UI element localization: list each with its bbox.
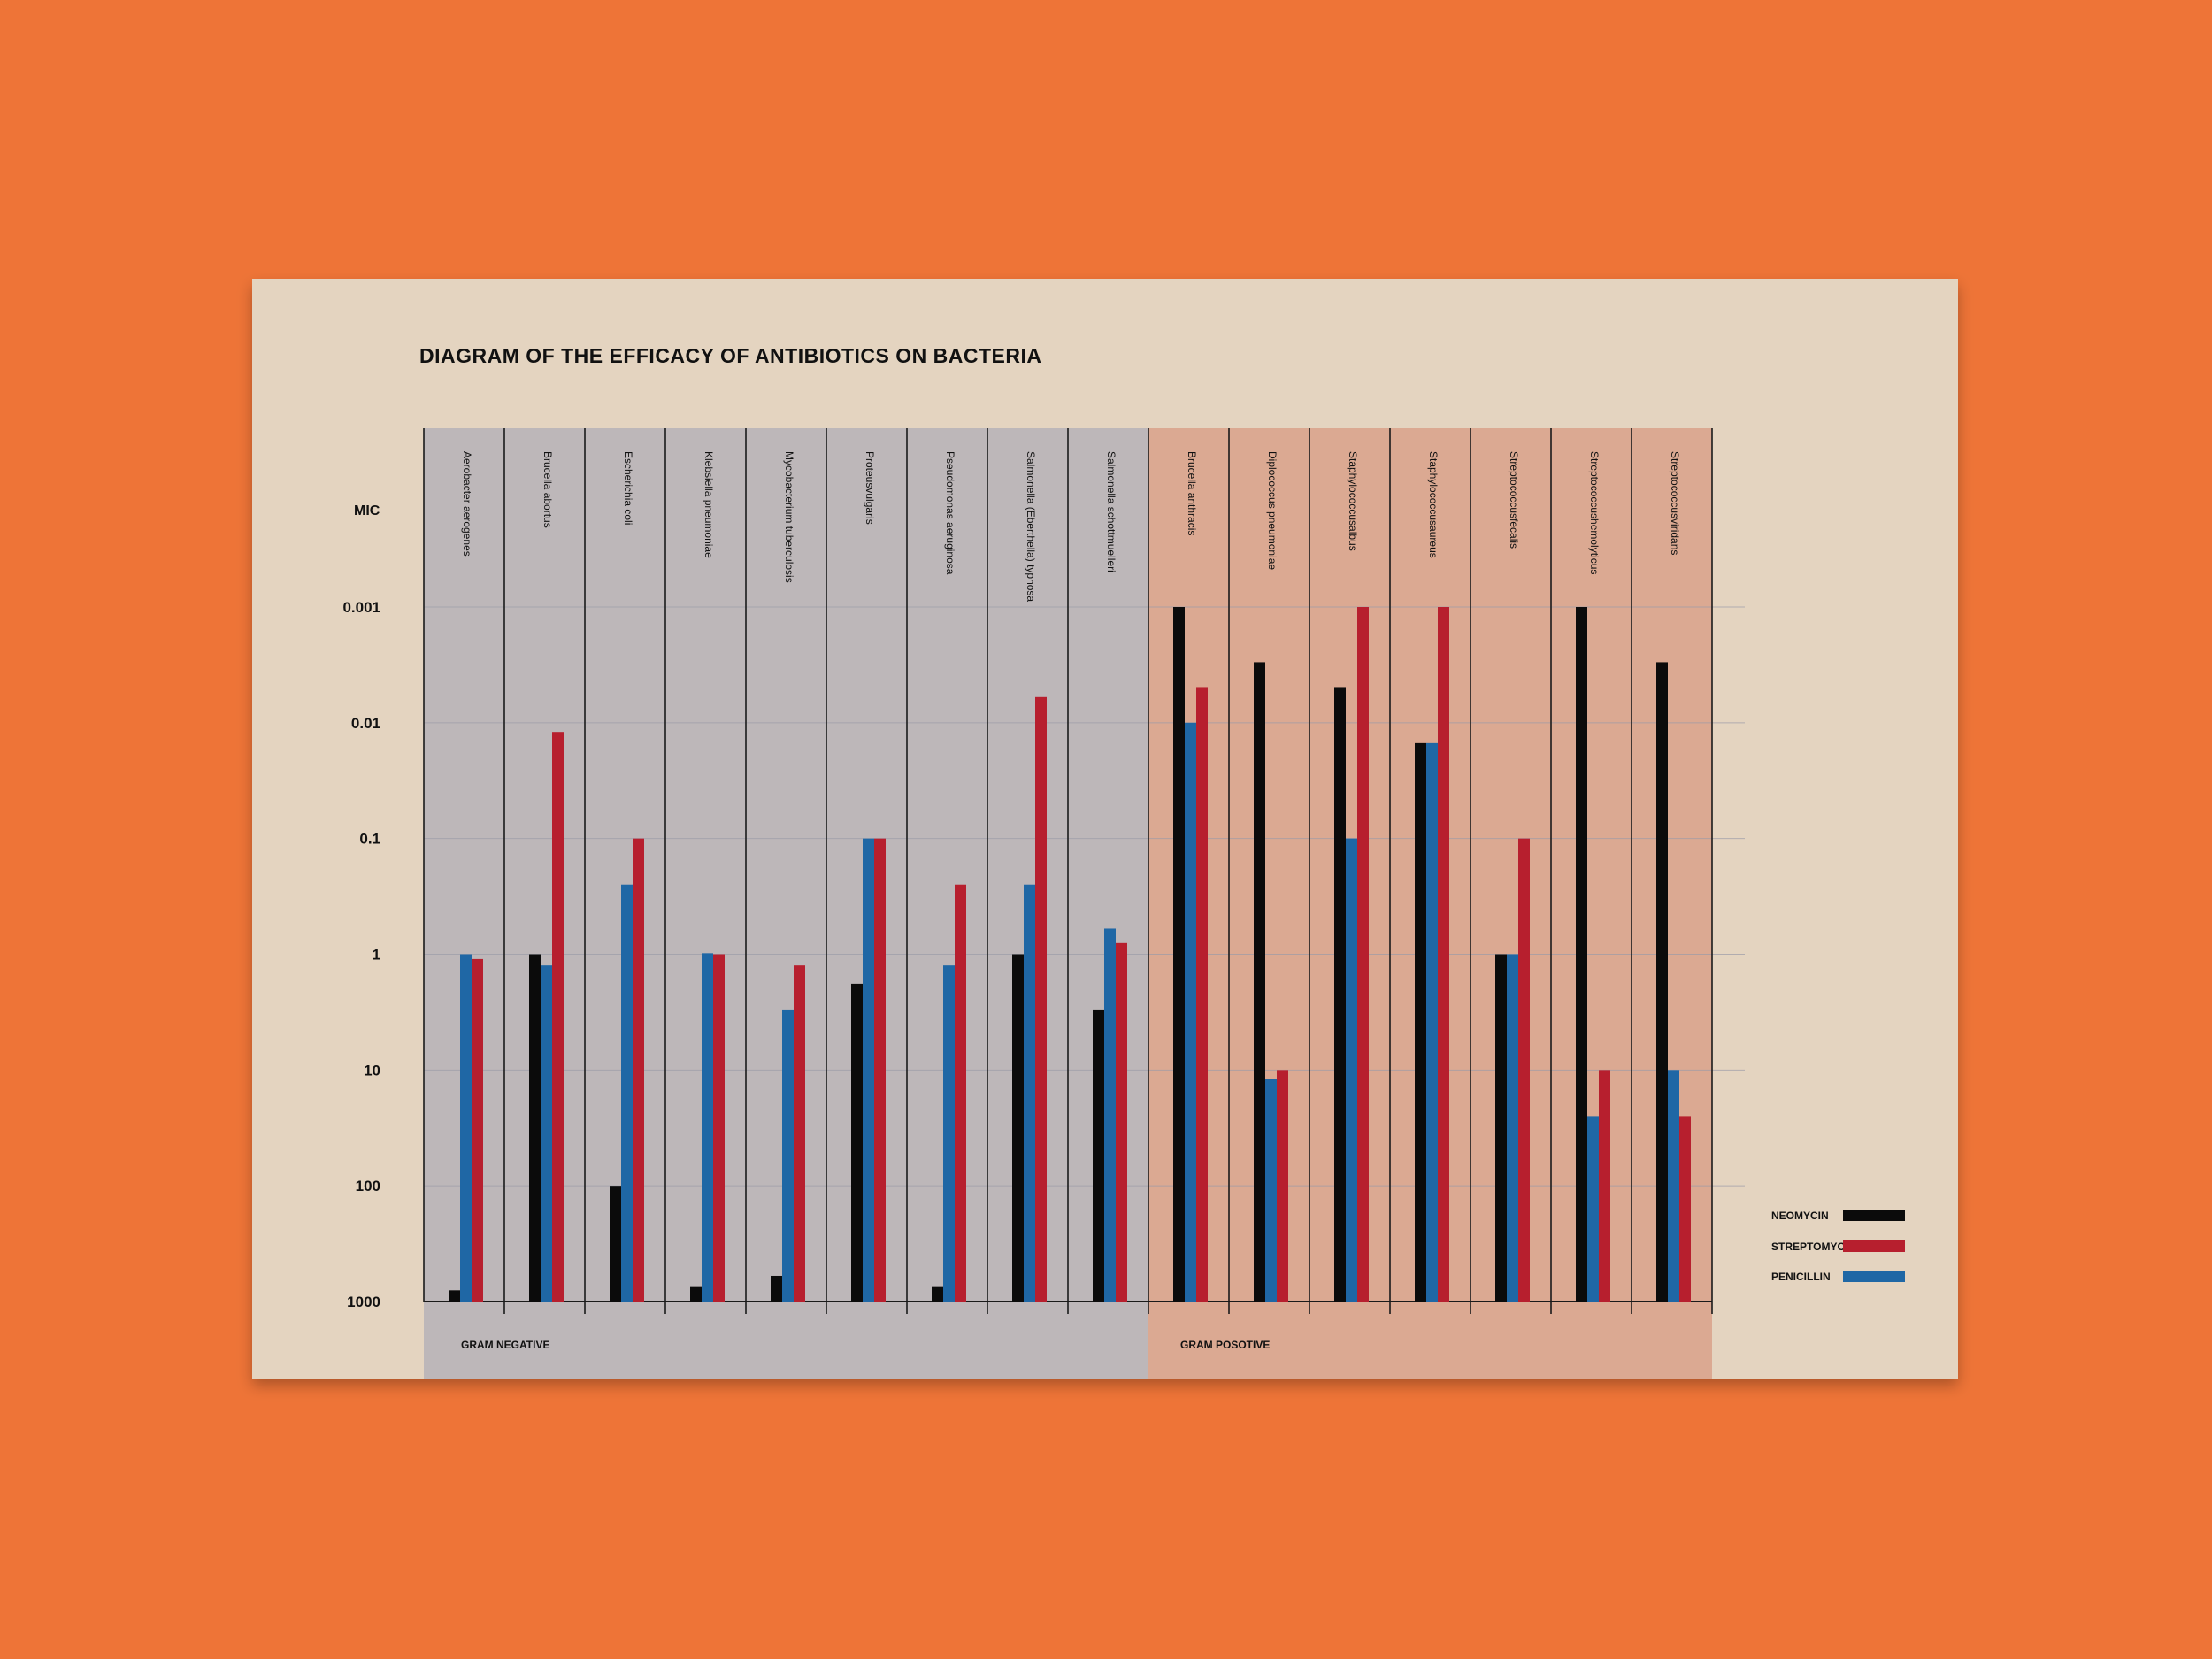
category-label: Brucella anthracis	[1186, 451, 1198, 535]
category-label: Escherichia coli	[622, 451, 634, 525]
bar-penicillin	[1507, 954, 1518, 1302]
bar-streptomycin	[1277, 1070, 1288, 1302]
bar-penicillin	[1587, 1116, 1599, 1302]
bar-penicillin	[1185, 722, 1196, 1302]
category-label: Diplococcus pneumoniae	[1266, 451, 1279, 570]
bar-streptomycin	[1116, 942, 1127, 1302]
category-label: Staphylococcusalbus	[1347, 451, 1359, 551]
category-label: Staphylococcusaureus	[1427, 451, 1440, 558]
bar-streptomycin	[713, 954, 725, 1302]
bar-neomycin	[1576, 607, 1587, 1302]
bar-neomycin	[529, 954, 541, 1302]
category-label: Mycobacterium tuberculosis	[783, 451, 795, 583]
bar-neomycin	[771, 1275, 782, 1302]
bar-streptomycin	[1438, 607, 1449, 1302]
y-tick-label: 1	[373, 947, 380, 964]
category-label: Proteusvulgaris	[864, 451, 876, 525]
category-label: Streptococcushemolyticus	[1588, 451, 1601, 574]
bar-neomycin	[1415, 742, 1426, 1302]
legend-swatch	[1843, 1210, 1905, 1221]
bar-penicillin	[1668, 1070, 1679, 1302]
category-label: Klebsiella pneumoniae	[703, 451, 715, 558]
bar-neomycin	[690, 1286, 702, 1302]
bar-neomycin	[1173, 607, 1185, 1302]
category-labels: Aerobacter aerogenes Brucella abortus Esch…	[461, 451, 1681, 602]
y-tick-label: 10	[364, 1062, 380, 1079]
bar-penicillin	[541, 965, 552, 1302]
bar-streptomycin	[1196, 687, 1208, 1302]
y-tick-label: 0.001	[342, 599, 380, 616]
bar-streptomycin	[1357, 607, 1369, 1302]
legend: NEOMYCIN STREPTOMYCIN PENICILLIN	[1771, 1210, 1905, 1283]
bar-streptomycin	[1599, 1070, 1610, 1302]
bar-penicillin	[1104, 928, 1116, 1302]
bar-neomycin	[851, 983, 863, 1302]
bar-neomycin	[1012, 954, 1024, 1302]
bar-neomycin	[1334, 687, 1346, 1302]
bar-penicillin	[1346, 838, 1357, 1302]
bar-streptomycin	[874, 838, 886, 1302]
bar-penicillin	[1265, 1079, 1277, 1302]
legend-swatch	[1843, 1271, 1905, 1282]
bars	[449, 607, 1691, 1302]
bar-penicillin	[460, 954, 472, 1302]
legend-label: STREPTOMYCIN	[1771, 1240, 1855, 1253]
chart-title: DIAGRAM OF THE EFFICACY OF ANTIBIOTICS O…	[419, 344, 1042, 367]
column-separators	[423, 428, 1713, 1314]
y-tick-labels: 0.001 0.01 0.1 1 10 100 1000	[342, 599, 380, 1310]
bar-neomycin	[1656, 662, 1668, 1302]
bar-streptomycin	[1035, 696, 1047, 1302]
bar-neomycin	[1495, 954, 1507, 1302]
legend-swatch	[1843, 1240, 1905, 1252]
group-labels: GRAM NEGATIVE GRAM POSOTIVE	[461, 1339, 1270, 1351]
legend-label: NEOMYCIN	[1771, 1210, 1829, 1222]
bar-streptomycin	[472, 958, 483, 1302]
bar-neomycin	[1254, 662, 1265, 1302]
category-label: Brucella abortus	[541, 451, 554, 528]
bar-streptomycin	[955, 884, 966, 1302]
y-tick-label: 1000	[347, 1294, 380, 1310]
y-tick-label: 100	[356, 1178, 380, 1194]
bar-streptomycin	[1518, 838, 1530, 1302]
bar-penicillin	[782, 1009, 794, 1302]
category-label: Streptococcusviridans	[1669, 451, 1681, 555]
category-label: Aerobacter aerogenes	[461, 451, 473, 557]
group-label: GRAM NEGATIVE	[461, 1339, 549, 1351]
category-label: Pseudomonas aeruginosa	[944, 451, 956, 575]
y-axis-label: MIC	[354, 503, 380, 518]
bar-neomycin	[610, 1186, 621, 1302]
bar-penicillin	[702, 953, 713, 1302]
bar-penicillin	[1024, 884, 1035, 1302]
bar-penicillin	[863, 838, 874, 1302]
y-tick-label: 0.01	[351, 715, 380, 732]
bar-streptomycin	[794, 965, 805, 1302]
bar-streptomycin	[552, 732, 564, 1302]
bar-penicillin	[1426, 742, 1438, 1302]
bar-neomycin	[932, 1286, 943, 1302]
category-label: Salmonella (Eberthella) typhosa	[1025, 451, 1037, 602]
category-label: Streptococcusfecalis	[1508, 451, 1520, 549]
bar-neomycin	[1093, 1009, 1104, 1302]
bar-streptomycin	[633, 838, 644, 1302]
category-label: Salmonella schottmuelleri	[1105, 451, 1118, 572]
y-tick-label: 0.1	[359, 831, 380, 848]
bar-penicillin	[621, 884, 633, 1302]
group-label: GRAM POSOTIVE	[1180, 1339, 1270, 1351]
bar-streptomycin	[1679, 1116, 1691, 1302]
legend-label: PENICILLIN	[1771, 1271, 1831, 1283]
bar-neomycin	[449, 1290, 460, 1302]
bar-penicillin	[943, 965, 955, 1302]
